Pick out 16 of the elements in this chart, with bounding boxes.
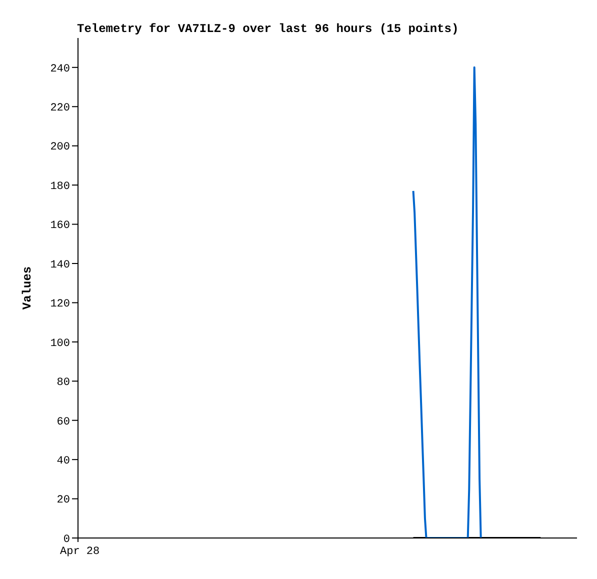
y-tick-label: 0 [63, 534, 70, 546]
y-tick-label: 100 [50, 338, 70, 350]
y-tick-label: 240 [50, 63, 70, 76]
y-tick-label: 80 [56, 377, 70, 390]
y-tick-label: 200 [50, 142, 70, 154]
y-tick-label: 180 [50, 180, 70, 193]
y-tick-label: 120 [50, 298, 70, 311]
y-tick-label: 40 [56, 455, 70, 468]
y-axis-title: Values [20, 266, 34, 310]
y-tick-label: 220 [50, 102, 70, 115]
chart-title: Telemetry for VA7ILZ-9 over last 96 hours (15 points) [77, 22, 459, 36]
y-tick-label: 140 [50, 259, 70, 272]
y-tick-label: 60 [56, 416, 70, 428]
y-tick-label: 160 [50, 220, 70, 232]
text: Apr 28 [60, 546, 100, 558]
y-tick-label: 20 [56, 494, 70, 507]
